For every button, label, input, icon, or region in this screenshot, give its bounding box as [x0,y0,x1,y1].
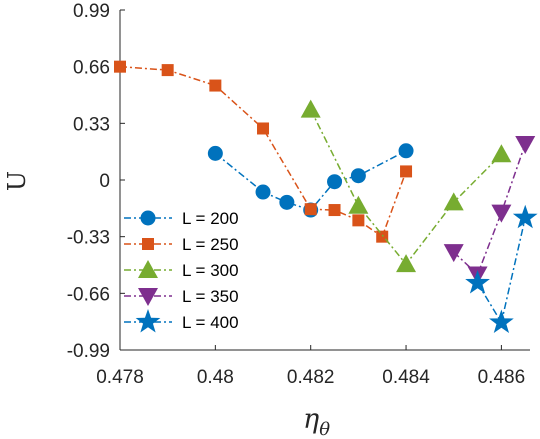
point-square [257,122,270,135]
point-square [304,203,317,216]
point-star [512,204,538,229]
point-triangle-up [300,99,321,118]
point-circle [350,168,366,184]
point-square [209,79,222,92]
plot-area [120,10,530,350]
y-axis-title: U [3,171,31,191]
y-tick-label: -0.33 [67,228,110,249]
legend-label: L = 250 [182,235,239,254]
point-circle [207,145,223,161]
point-square [142,238,154,250]
legend: L = 200 L = 250 L = 300 L = 350 L = 400 [124,209,239,333]
legend-item: L = 350 [124,287,239,306]
point-triangle-down [491,204,512,223]
point-circle [327,174,343,190]
point-circle [279,194,295,210]
point-star [135,309,161,333]
x-tick-label: 0.484 [382,367,430,388]
y-tick-label: -0.99 [67,341,110,362]
x-tick-label: 0.48 [197,367,234,388]
x-axis-title-main: η [303,404,319,435]
x-axis-title: ηθ [303,404,330,439]
y-tick-label: 0.33 [73,114,110,135]
legend-item: L = 400 [124,309,239,333]
x-axis-title-subscript: θ [319,419,330,439]
x-tick-label: 0.478 [96,367,144,388]
legend-item: L = 250 [124,235,239,254]
point-circle [255,184,271,200]
series-layer [114,60,538,334]
series-square [114,60,413,243]
point-triangle-up [348,195,369,214]
legend-label: L = 300 [182,261,239,280]
y-tick-label: 0.66 [73,58,110,79]
y-tick-label: 0.99 [73,1,110,22]
axes: 0.99 0.66 0.33 0 -0.33 -0.66 -0.99 0.478 0.48 0.4… [67,1,530,388]
series-triangle-up [300,99,512,273]
point-square [161,64,174,77]
series-line [453,143,526,276]
point-triangle-down [138,288,158,306]
plot-background [120,10,530,350]
point-star [489,309,514,334]
point-triangle-up [396,254,417,273]
point-triangle-down [515,135,536,154]
point-square [400,165,413,178]
point-star [465,270,490,294]
legend-item: L = 300 [124,260,239,280]
legend-label: L = 400 [182,313,239,332]
point-circle [398,143,414,159]
point-triangle-down [443,244,464,263]
legend-item: L = 200 [124,209,239,228]
point-triangle-up [443,192,464,211]
y-tick-label: 0 [99,171,110,192]
axis-labels: ηθ U [3,171,330,439]
point-triangle-up [138,260,158,278]
point-circle [140,210,156,226]
x-tick-label: 0.482 [287,367,335,388]
point-square [114,60,126,73]
x-tick-label: 0.486 [478,367,526,388]
legend-label: L = 350 [182,287,239,306]
legend-label: L = 200 [182,209,239,228]
point-square [352,214,365,227]
y-tick-label: -0.66 [67,284,110,305]
series-star [465,204,538,334]
point-triangle-up [491,144,512,163]
point-square [328,204,341,217]
